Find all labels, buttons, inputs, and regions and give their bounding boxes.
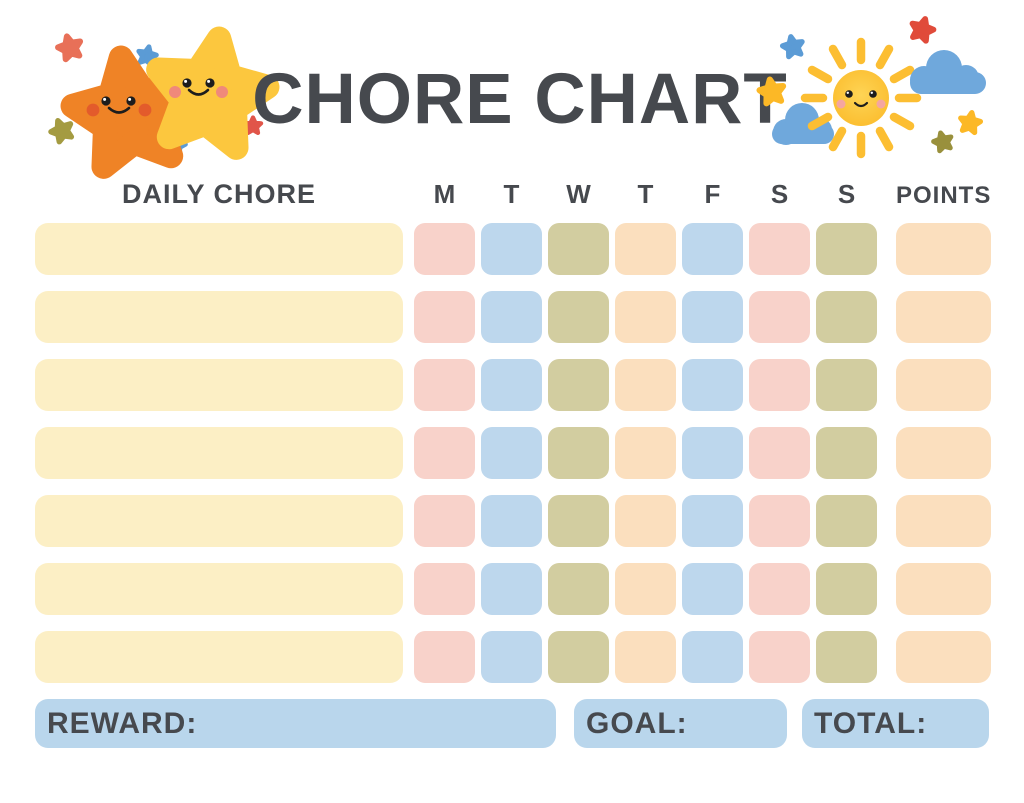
chart-grid [35, 223, 991, 683]
day-cell[interactable] [414, 427, 475, 479]
day-cell[interactable] [682, 427, 743, 479]
day-cell[interactable] [481, 427, 542, 479]
day-cell[interactable] [682, 631, 743, 683]
table-header-row: DAILY CHORE M T W T F S S POINTS [35, 179, 992, 210]
points-cell[interactable] [896, 631, 991, 683]
day-cell[interactable] [414, 223, 475, 275]
day-cell[interactable] [481, 291, 542, 343]
day-cell[interactable] [682, 359, 743, 411]
day-header-saturday: S [770, 179, 789, 209]
day-cell[interactable] [816, 495, 877, 547]
day-cell[interactable] [414, 631, 475, 683]
day-cell[interactable] [481, 631, 542, 683]
two-stars-illustration [38, 18, 273, 173]
day-cell[interactable] [615, 427, 676, 479]
day-cell[interactable] [749, 359, 810, 411]
chore-row [35, 563, 991, 615]
day-cell[interactable] [682, 495, 743, 547]
day-cell[interactable] [749, 495, 810, 547]
day-cell[interactable] [749, 223, 810, 275]
day-cell[interactable] [682, 563, 743, 615]
chore-name-cell[interactable] [35, 291, 403, 343]
day-cell[interactable] [615, 359, 676, 411]
day-cell[interactable] [682, 223, 743, 275]
chore-name-cell[interactable] [35, 427, 403, 479]
day-cell[interactable] [816, 359, 877, 411]
chore-table: DAILY CHORE M T W T F S S POINTS [35, 179, 992, 699]
chore-row [35, 223, 991, 275]
chore-row [35, 631, 991, 683]
daily-chore-header: DAILY CHORE [121, 179, 317, 209]
day-cell[interactable] [481, 563, 542, 615]
day-cell[interactable] [615, 495, 676, 547]
day-cell[interactable] [816, 563, 877, 615]
chore-name-cell[interactable] [35, 223, 403, 275]
day-cell[interactable] [548, 631, 609, 683]
day-cell[interactable] [414, 359, 475, 411]
cloud-icon [772, 103, 834, 145]
day-cell[interactable] [481, 495, 542, 547]
day-cell[interactable] [414, 291, 475, 343]
chore-name-cell[interactable] [35, 563, 403, 615]
day-header-wednesday: W [566, 179, 591, 209]
day-cell[interactable] [749, 291, 810, 343]
reward-label: REWARD: [47, 706, 198, 740]
points-cell[interactable] [896, 427, 991, 479]
day-cell[interactable] [615, 291, 676, 343]
yellow-star-icon [148, 30, 273, 151]
cloud-icon [910, 50, 986, 94]
day-cell[interactable] [615, 223, 676, 275]
day-header-sunday: S [837, 179, 856, 209]
chore-row [35, 495, 991, 547]
goal-box[interactable]: GOAL: [574, 699, 787, 748]
chore-row [35, 291, 991, 343]
day-cell[interactable] [548, 427, 609, 479]
day-header-thursday: T [637, 179, 654, 209]
day-cell[interactable] [548, 495, 609, 547]
footer-row: REWARD: GOAL: TOTAL: [35, 699, 989, 748]
reward-box[interactable]: REWARD: [35, 699, 556, 748]
day-cell[interactable] [816, 427, 877, 479]
day-cell[interactable] [816, 631, 877, 683]
chore-row [35, 427, 991, 479]
day-header-tuesday: T [503, 179, 520, 209]
day-cell[interactable] [481, 223, 542, 275]
chore-name-cell[interactable] [35, 631, 403, 683]
day-cell[interactable] [816, 223, 877, 275]
day-cell[interactable] [481, 359, 542, 411]
orange-star-icon [66, 49, 191, 170]
day-cell[interactable] [548, 223, 609, 275]
points-cell[interactable] [896, 359, 991, 411]
day-cell[interactable] [548, 359, 609, 411]
points-cell[interactable] [896, 291, 991, 343]
total-label: TOTAL: [814, 706, 928, 740]
points-cell[interactable] [896, 223, 991, 275]
points-header: POINTS [896, 182, 992, 209]
day-cell[interactable] [749, 563, 810, 615]
day-cell[interactable] [615, 631, 676, 683]
day-cell[interactable] [615, 563, 676, 615]
day-cell[interactable] [414, 563, 475, 615]
day-header-friday: F [704, 179, 721, 209]
goal-label: GOAL: [586, 706, 688, 740]
points-cell[interactable] [896, 563, 991, 615]
chore-name-cell[interactable] [35, 495, 403, 547]
day-cell[interactable] [682, 291, 743, 343]
page-title: CHORE CHART [252, 60, 788, 139]
day-cell[interactable] [749, 631, 810, 683]
chore-name-cell[interactable] [35, 359, 403, 411]
sun-clouds-illustration [752, 8, 1002, 159]
chore-row [35, 359, 991, 411]
day-cell[interactable] [548, 563, 609, 615]
total-box[interactable]: TOTAL: [802, 699, 989, 748]
points-cell[interactable] [896, 495, 991, 547]
day-cell[interactable] [816, 291, 877, 343]
day-cell[interactable] [414, 495, 475, 547]
day-cell[interactable] [749, 427, 810, 479]
sun-icon [800, 37, 922, 159]
day-header-monday: M [433, 179, 456, 209]
day-cell[interactable] [548, 291, 609, 343]
